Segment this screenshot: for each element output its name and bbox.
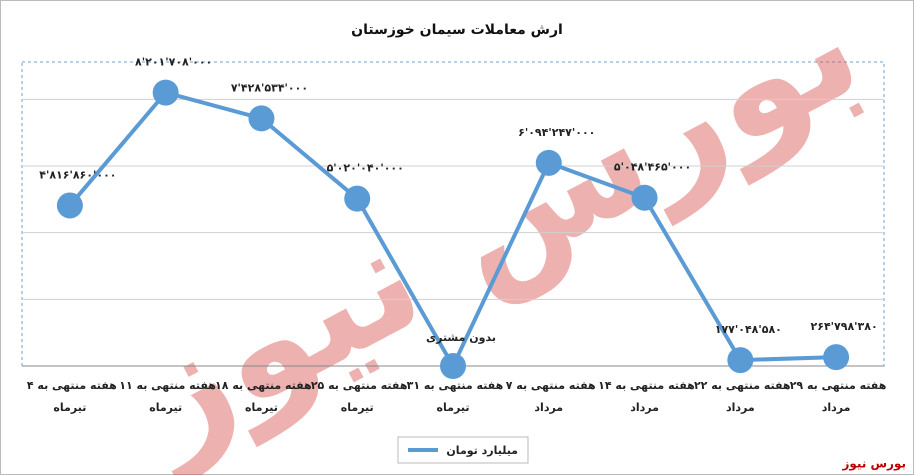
x-tick-label: هفته منتهی به ۷ مرداد (502, 379, 596, 414)
data-point (344, 185, 371, 212)
data-label: ۱۷۷'۰۴۸'۵۸۰ (715, 323, 782, 336)
x-tick-label: هفته منتهی به ۴ تیرماه (23, 379, 117, 414)
source: بورس نیوز (841, 457, 906, 472)
x-tick-label: هفته منتهی به ۲۵ تیرماه (307, 379, 407, 414)
data-label: ۶'۰۹۴'۲۴۷'۰۰۰ (518, 126, 595, 139)
chart-title: ارش معاملات سیمان خوزستان (351, 22, 563, 38)
data-point (823, 344, 850, 371)
data-label: ۲۶۴'۷۹۸'۳۸۰ (811, 320, 878, 333)
x-tick-label: هفته منتهی به ۱۸ تیرماه (211, 379, 311, 414)
data-point (535, 149, 562, 176)
data-point (56, 192, 83, 219)
legend-label: میلیارد تومان (446, 444, 518, 457)
x-tick-label: هفته منتهی به ۳۱ تیرماه (403, 379, 503, 414)
data-label: ۵'۰۴۸'۴۶۵'۰۰۰ (614, 161, 691, 174)
data-label: ۴'۸۱۶'۸۶۰'۰۰۰ (39, 168, 116, 181)
data-point (631, 184, 658, 211)
data-label: ۸'۲۰۱'۷۰۸'۰۰۰ (135, 56, 212, 69)
data-label: ۵'۰۲۰'۰۴۰'۰۰۰ (327, 162, 404, 175)
data-point (440, 353, 466, 379)
data-point (152, 79, 179, 106)
x-tick-label: هفته منتهی به ۱۱ تیرماه (115, 379, 215, 414)
data-point (727, 347, 754, 374)
x-tick-label: هفته منتهی به ۲۲ مرداد (690, 379, 790, 414)
data-label: بدون مشتری (426, 331, 496, 344)
data-point (248, 105, 275, 132)
data-label: ۷'۴۲۸'۵۳۴'۰۰۰ (231, 81, 308, 94)
x-tick-label: هفته منتهی به ۱۴ مرداد (594, 379, 694, 414)
x-tick-label: هفته منتهی به ۲۹ مرداد (786, 379, 886, 414)
legend: میلیارد تومان (397, 436, 529, 464)
